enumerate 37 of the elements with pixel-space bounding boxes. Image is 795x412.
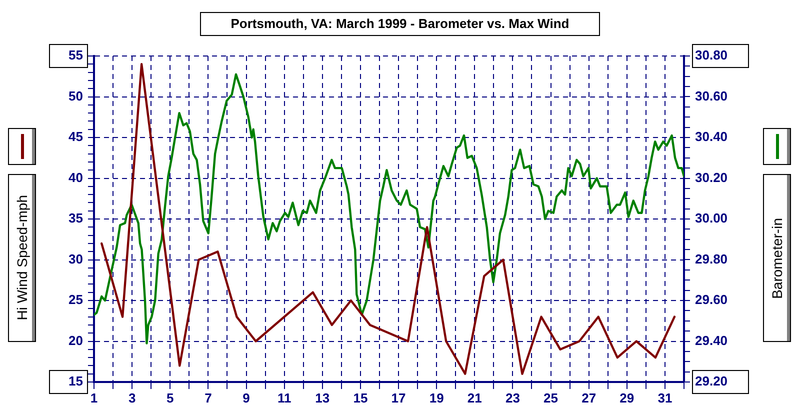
chart-title: Portsmouth, VA: March 1999 - Barometer vs. Max Wind	[200, 12, 600, 36]
x-tick-label: 31	[658, 390, 672, 406]
y2-tick-label: 29.20	[695, 374, 728, 389]
x-tick-label: 21	[467, 390, 482, 406]
y-tick-label: 25	[68, 292, 83, 308]
y-tick-label: 40	[68, 170, 83, 185]
x-tick-label: 7	[204, 390, 212, 406]
y-tick-label: 15	[68, 374, 83, 389]
y2-tick-label: 29.40	[695, 332, 728, 348]
y2-tick-label: 30.40	[695, 129, 728, 144]
x-tick-label: 5	[166, 390, 174, 406]
x-tick-label: 15	[353, 390, 368, 406]
y2-tick-label: 30.80	[695, 48, 728, 63]
y2-tick-label: 30.20	[695, 170, 728, 185]
y-tick-label: 50	[68, 88, 83, 104]
x-tick-label: 1	[90, 390, 98, 406]
x-tick-label: 13	[315, 390, 330, 406]
y2-tick-label: 29.80	[695, 251, 728, 266]
y-tick-label: 45	[68, 129, 83, 144]
x-tick-label: 23	[505, 390, 520, 406]
y-tick-label: 35	[68, 210, 83, 226]
y2-axis-title: Barometer-in	[769, 218, 785, 298]
y2-tick-label: 29.60	[695, 292, 728, 308]
x-tick-label: 3	[128, 390, 136, 406]
y-tick-label: 30	[68, 251, 83, 266]
x-tick-label: 9	[242, 390, 250, 406]
x-tick-label: 11	[277, 390, 292, 406]
y2-tick-label: 30.00	[695, 210, 728, 226]
x-tick-label: 17	[391, 390, 406, 406]
y-axis-title: Hi Wind Speed-mph	[14, 195, 30, 321]
x-tick-label: 19	[429, 390, 444, 406]
x-tick-label: 29	[620, 390, 634, 406]
y2-tick-label: 30.60	[695, 88, 728, 104]
x-tick-label: 25	[544, 390, 558, 406]
y-tick-label: 20	[68, 332, 83, 348]
x-tick-label: 27	[582, 390, 596, 406]
y-tick-label: 55	[68, 48, 83, 63]
